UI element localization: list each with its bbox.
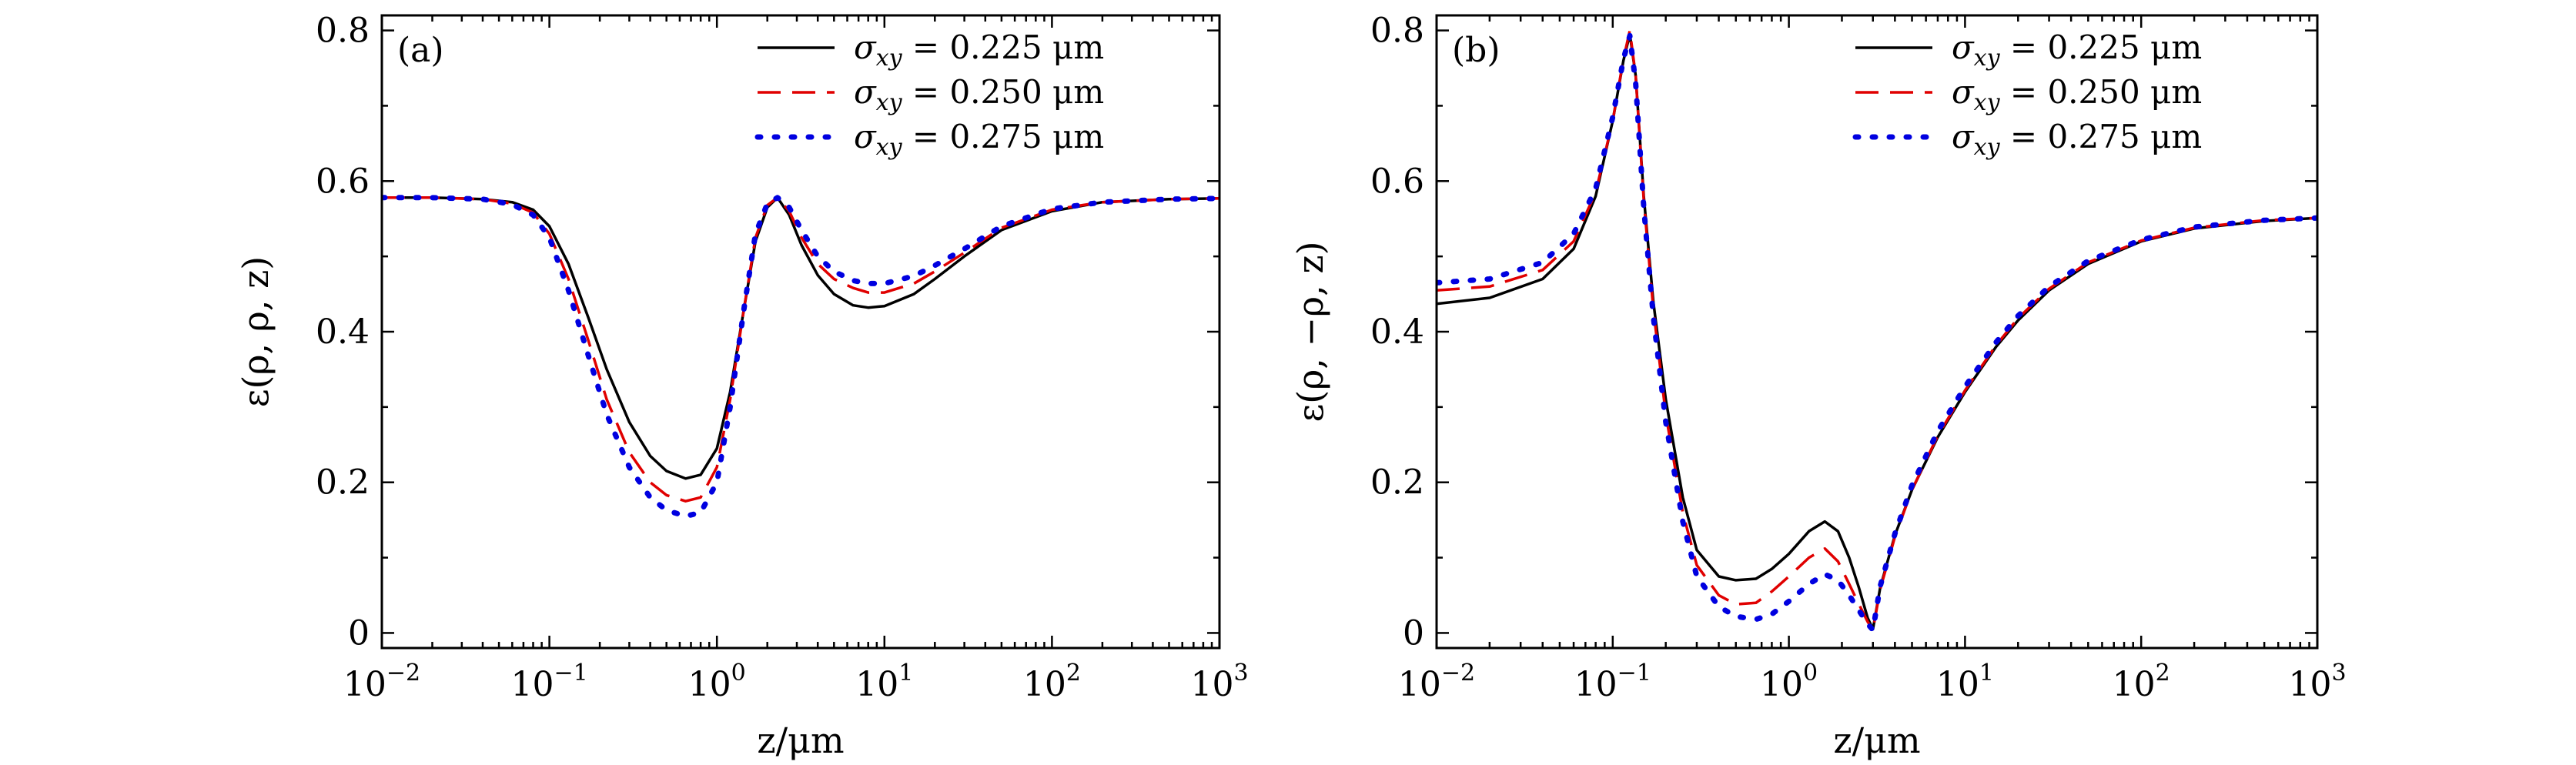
x-tick-label: 10−1 <box>1574 660 1651 704</box>
x-tick-label: 103 <box>1190 660 1248 704</box>
legend-entry-2: σxy = 0.250 μm <box>854 73 1104 116</box>
x-axis-label: z/μm <box>1833 720 1920 761</box>
x-tick-label: 102 <box>2113 660 2170 704</box>
y-tick-label: 0.6 <box>316 162 370 201</box>
legend-entry-2: σxy = 0.250 μm <box>1952 73 2202 116</box>
legend-entry-1: σxy = 0.225 μm <box>854 28 1104 72</box>
x-tick-label: 10−2 <box>1398 660 1475 704</box>
series-line-3 <box>1437 32 2317 633</box>
y-axis-label: ε(ρ, −ρ, z) <box>1290 241 1331 422</box>
x-tick-label: 101 <box>1936 660 1994 704</box>
legend-entry-3: σxy = 0.275 μm <box>854 118 1104 161</box>
y-tick-label: 0.6 <box>1370 162 1424 201</box>
y-tick-label: 0.4 <box>316 312 370 352</box>
y-tick-label: 0.2 <box>1370 463 1424 503</box>
y-tick-label: 0.8 <box>1370 12 1424 51</box>
y-tick-label: 0.2 <box>316 463 370 503</box>
legend-entry-1: σxy = 0.225 μm <box>1952 28 2202 72</box>
series-line-1 <box>382 196 1219 480</box>
legend-entry-3: σxy = 0.275 μm <box>1952 118 2202 161</box>
y-tick-label: 0.4 <box>1370 312 1424 352</box>
x-tick-label: 100 <box>1760 660 1818 704</box>
y-tick-label: 0.8 <box>316 12 370 51</box>
x-tick-label: 101 <box>855 660 913 704</box>
panel-a: 10−2 10−1 100 101 102 103 0 0.2 0.4 0.6 0.8 z/μm ε(ρ… <box>235 12 1249 761</box>
x-tick-label: 102 <box>1023 660 1081 704</box>
x-tick-label: 10−2 <box>343 660 420 704</box>
x-tick-label: 100 <box>688 660 746 704</box>
y-tick-label: 0 <box>348 613 370 653</box>
y-tick-label: 0 <box>1403 613 1424 653</box>
x-tick-label: 103 <box>2288 660 2346 704</box>
x-tick-label: 10−1 <box>510 660 587 704</box>
panel-b: 10−2 10−1 100 101 102 103 0 0.2 0.4 0.6 0.8 z/μm ε(ρ… <box>1290 12 2347 761</box>
panel-label: (a) <box>397 31 444 70</box>
panel-label: (b) <box>1452 31 1500 70</box>
x-axis-label: z/μm <box>757 720 844 761</box>
y-axis-label: ε(ρ, ρ, z) <box>235 256 276 408</box>
series-line-3 <box>382 195 1219 519</box>
